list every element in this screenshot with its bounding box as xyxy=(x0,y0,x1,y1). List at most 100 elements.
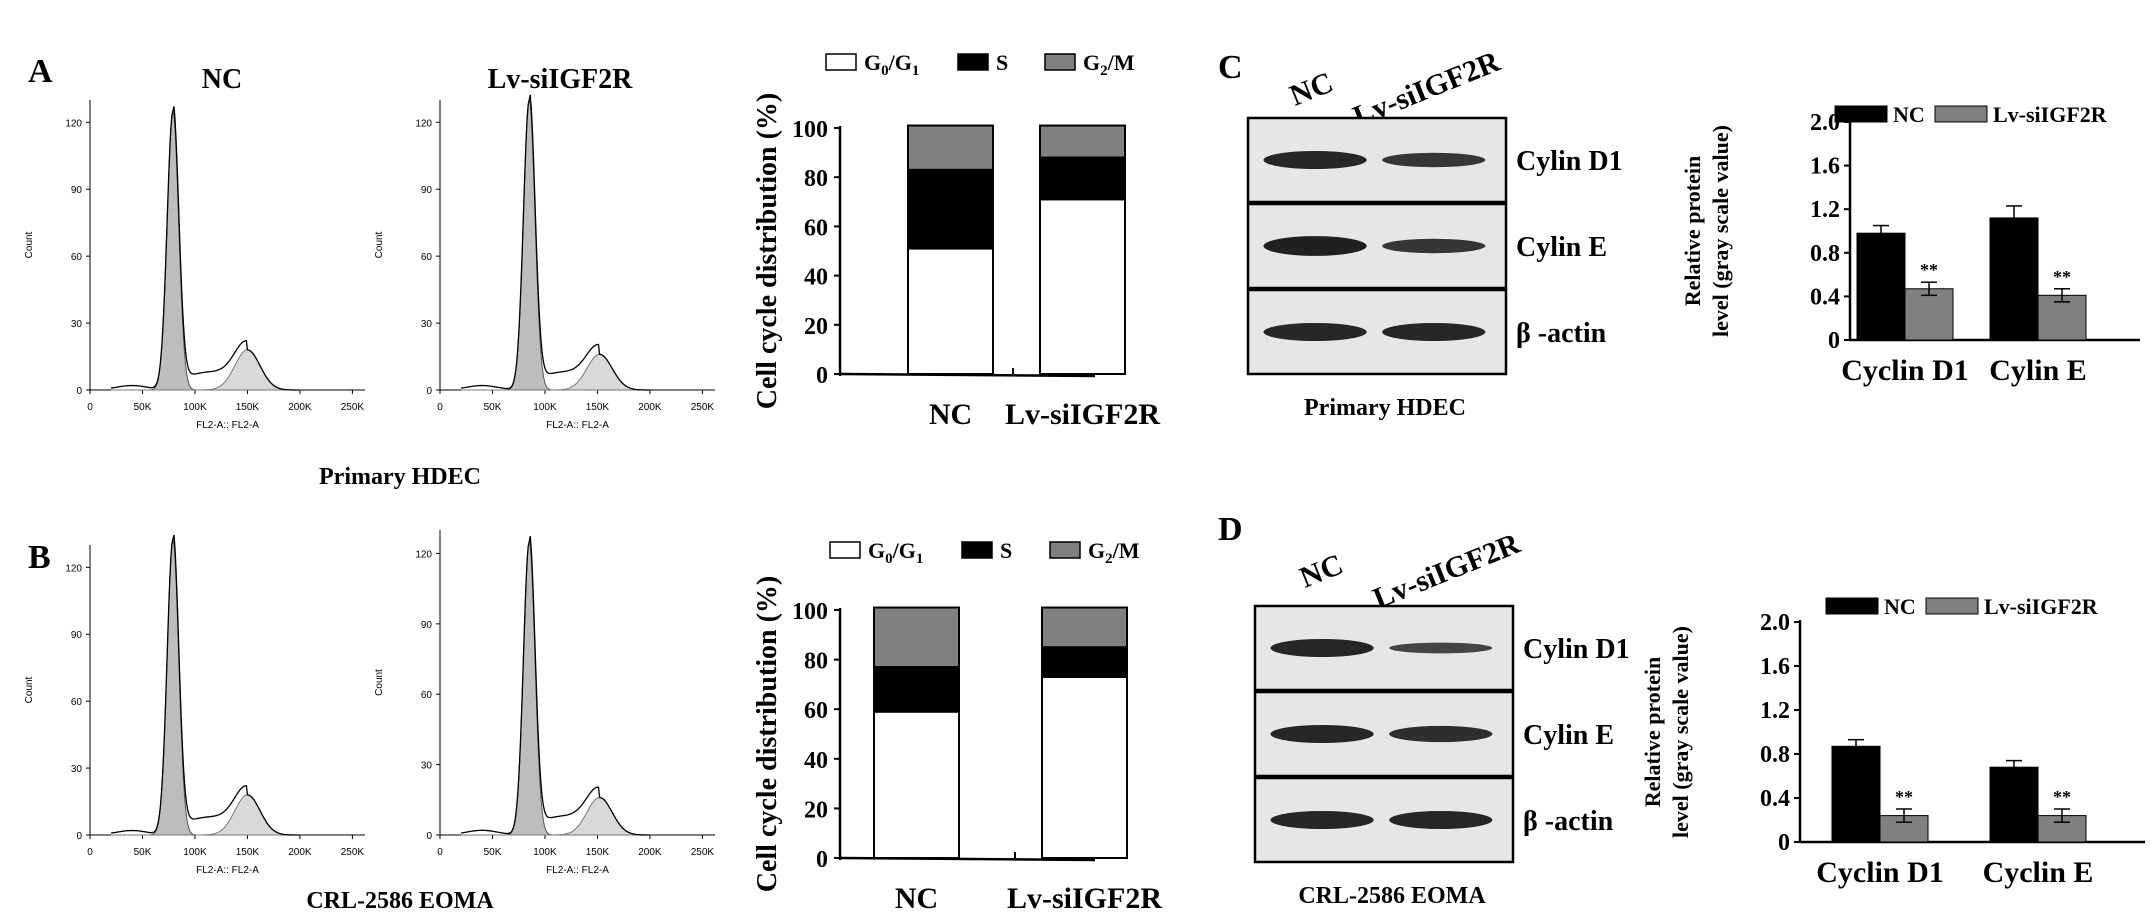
flow-caption-hdec: Primary HDEC xyxy=(319,464,481,490)
x-tick-label: Lv-siIGF2R xyxy=(1005,398,1160,431)
flow-y-tick-label: 90 xyxy=(421,620,433,631)
stacked-bar-chart: 0 20 40 60 80 100 Cell cycle distribution (%) N… xyxy=(752,50,1160,431)
significance-mark: ** xyxy=(1920,260,1938,280)
y-tick-label: 0.4 xyxy=(1810,284,1840,310)
stacked-bar-segment xyxy=(873,666,960,713)
y-tick-label: 0.8 xyxy=(1810,241,1840,267)
band-label: β -actin xyxy=(1516,318,1607,349)
flow-y-label: Count xyxy=(24,231,35,258)
legend-label: G2/M xyxy=(1088,538,1140,567)
flow-y-tick-label: 120 xyxy=(65,563,82,574)
panel-label-d: D xyxy=(1218,511,1243,548)
y-tick-label: 100 xyxy=(792,117,828,143)
panel-label-c: C xyxy=(1218,49,1243,86)
flow-y-tick-label: 60 xyxy=(421,690,433,701)
legend-label: Lv-siIGF2R xyxy=(1993,102,2108,127)
flow-x-tick-label: 50K xyxy=(484,847,502,858)
g0g1-peak xyxy=(460,99,650,391)
protein-band xyxy=(1389,811,1493,829)
y-axis-label: level (gray scale value) xyxy=(1708,125,1733,337)
bar xyxy=(2037,294,2087,341)
y-tick-label: 1.2 xyxy=(1760,698,1790,724)
flow-x-label: FL2-A:: FL2-A xyxy=(196,865,259,876)
legend-swatch xyxy=(961,541,993,559)
flow-y-tick-label: 0 xyxy=(76,386,82,397)
protein-band xyxy=(1382,238,1486,254)
flow-header-nc: NC xyxy=(202,64,242,95)
flow-y-label: Count xyxy=(374,669,385,696)
y-axis-label: Cell cycle distribution (%) xyxy=(752,93,783,410)
flow-y-tick-label: 0 xyxy=(76,831,82,842)
stacked-bar-segment xyxy=(1039,156,1126,201)
y-tick-label: 20 xyxy=(804,314,828,340)
blot-caption: CRL-2586 EOMA xyxy=(1298,883,1486,909)
x-tick-label: NC xyxy=(929,398,972,431)
y-tick-label: 0 xyxy=(816,847,828,873)
g0g1-peak xyxy=(460,541,650,836)
flow-x-tick-label: 0 xyxy=(87,847,93,858)
y-tick-label: 1.2 xyxy=(1810,197,1840,223)
protein-band xyxy=(1263,323,1367,341)
y-tick-label: 80 xyxy=(804,649,828,675)
y-axis-label: Cell cycle distribution (%) xyxy=(752,576,783,893)
band-label: Cylin E xyxy=(1523,720,1614,751)
flow-x-tick-label: 200K xyxy=(288,847,312,858)
legend-swatch xyxy=(1825,597,1879,615)
legend-swatch xyxy=(825,53,857,71)
legend-swatch xyxy=(1049,541,1081,559)
stacked-bar-segment xyxy=(907,124,994,171)
legend-swatch xyxy=(829,541,861,559)
flow-y-tick-label: 30 xyxy=(71,764,83,775)
flow-caption-eoma: CRL-2586 EOMA xyxy=(306,888,494,914)
grouped-bar-chart: 0 0.4 0.8 1.2 1.6 2.0 Relative protein level (g… xyxy=(1640,594,2145,889)
flow-histogram-line xyxy=(110,534,300,836)
band-label: Cylin D1 xyxy=(1516,146,1623,177)
stacked-bar-segment xyxy=(1041,606,1128,649)
x-tick-label: Cylin E xyxy=(1989,354,2087,387)
legend-swatch xyxy=(957,53,989,71)
bar xyxy=(2037,815,2087,843)
stacked-bar-segment xyxy=(907,168,994,250)
flow-y-tick-label: 90 xyxy=(71,630,83,641)
panel-label-a: A xyxy=(28,53,53,90)
x-tick-label: Cyclin D1 xyxy=(1841,354,1969,387)
lane-label: Lv-siIGF2R xyxy=(1368,527,1524,616)
bar xyxy=(1904,288,1954,341)
flow-x-label: FL2-A:: FL2-A xyxy=(546,865,609,876)
g0g1-peak xyxy=(110,111,300,391)
western-blots: NC Lv-siIGF2R Cylin D1 Cylin E β -actin Prima… xyxy=(1246,45,1630,909)
legend-label: Lv-siIGF2R xyxy=(1984,594,2099,619)
stacked-bar-segment xyxy=(907,247,994,375)
flow-y-tick-label: 90 xyxy=(421,185,433,196)
y-tick-label: 1.6 xyxy=(1810,154,1840,180)
flow-y-tick-label: 120 xyxy=(415,549,432,560)
g0g1-peak xyxy=(110,539,300,836)
protein-band xyxy=(1389,642,1493,654)
flow-x-tick-label: 100K xyxy=(533,402,557,413)
flow-x-tick-label: 250K xyxy=(341,847,365,858)
flow-y-tick-label: 0 xyxy=(426,831,432,842)
flow-x-tick-label: 250K xyxy=(691,847,715,858)
lane-label: NC xyxy=(1285,66,1338,113)
flow-x-tick-label: 200K xyxy=(638,847,662,858)
x-tick-label: Cyclin E xyxy=(1983,856,2094,889)
protein-band xyxy=(1263,151,1367,169)
flow-y-tick-label: 0 xyxy=(426,386,432,397)
y-tick-label: 0.4 xyxy=(1760,786,1790,812)
flow-x-tick-label: 200K xyxy=(638,402,662,413)
legend-label: G2/M xyxy=(1083,50,1135,79)
legend-label: S xyxy=(996,50,1008,75)
flow-x-tick-label: 200K xyxy=(288,402,312,413)
protein-band xyxy=(1382,323,1486,341)
stacked-bar-segment xyxy=(1041,675,1128,860)
flow-histogram-line xyxy=(460,94,650,391)
y-tick-label: 2.0 xyxy=(1760,610,1790,636)
legend-label: G0/G1 xyxy=(864,50,919,79)
flow-x-tick-label: 250K xyxy=(341,402,365,413)
stacked-bar-segment xyxy=(1041,646,1128,678)
flow-y-tick-label: 120 xyxy=(65,118,82,129)
